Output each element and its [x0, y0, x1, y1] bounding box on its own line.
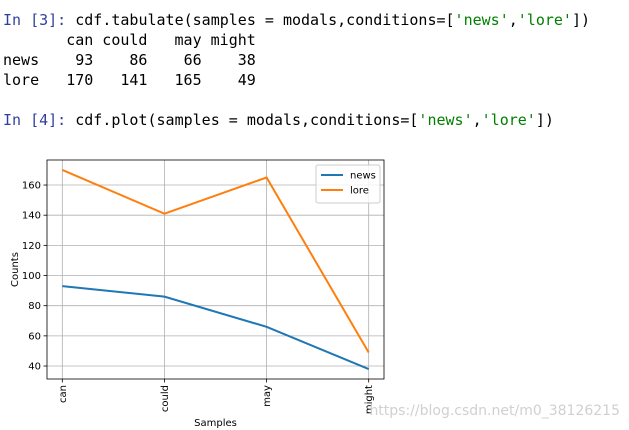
code: 'news' [418, 111, 473, 129]
cell: 170 [66, 71, 94, 89]
cell: 165 [174, 71, 202, 89]
y-tick-label: 60 [28, 331, 41, 342]
y-tick-label: 120 [22, 241, 41, 252]
code: cdf.plot(samples = modals,conditions=[ [75, 111, 419, 129]
prompt: In [3]: [3, 11, 67, 29]
column-header: can [66, 31, 94, 49]
code: , [508, 11, 518, 29]
cell: 66 [183, 51, 202, 69]
line: In [3]: cdf.tabulate(samples = modals,co… [3, 10, 590, 30]
series-line [62, 285, 370, 370]
code: , [472, 111, 482, 129]
column-header: might [210, 31, 256, 49]
x-axis-label: Samples [194, 418, 237, 429]
axes-frame [46, 159, 385, 380]
x-tick-label: could [160, 385, 171, 412]
y-tick-label: 160 [22, 181, 41, 192]
y-tick-label: 100 [22, 271, 41, 282]
notebook: In [3]: cdf.tabulate(samples = modals,co… [3, 10, 590, 130]
cell: 93 [75, 51, 94, 69]
line: can could may might [3, 30, 590, 50]
y-tick-label: 80 [28, 301, 41, 312]
cell: 86 [129, 51, 148, 69]
code: 'news' [454, 11, 509, 29]
cell: 49 [237, 71, 256, 89]
prompt: In [4]: [3, 111, 67, 129]
code: ]) [535, 111, 554, 129]
series-line [61, 169, 370, 353]
row-label: news [3, 51, 40, 69]
x-tick-label: might [364, 385, 375, 414]
code: cdf.tabulate(samples = modals,conditions… [75, 11, 455, 29]
line [3, 90, 590, 110]
chart: 40 60 80 100 120 140 160 can could may might Sample… [10, 159, 620, 429]
line: news 93 86 66 38 [3, 50, 590, 70]
legend-label: lore [350, 186, 369, 197]
column-header: may [174, 31, 202, 49]
code: 'lore' [517, 11, 572, 29]
x-tick-label: may [262, 385, 273, 407]
code: 'lore' [481, 111, 536, 129]
code: ]) [571, 11, 591, 29]
watermark: https://blog.csdn.net/m0_38126215 [369, 403, 620, 419]
line: lore 170 141 165 49 [3, 70, 590, 90]
x-tick-label: can [58, 385, 69, 403]
cell: 38 [237, 51, 256, 69]
line: In [4]: cdf.plot(samples = modals,condit… [3, 110, 590, 130]
y-tick-label: 140 [22, 211, 41, 222]
legend-label: news [350, 171, 376, 182]
column-header: could [102, 31, 148, 49]
cell: 141 [120, 71, 148, 89]
row-label: lore [3, 71, 40, 89]
y-axis-label: Counts [10, 252, 21, 287]
y-tick-label: 40 [28, 362, 41, 373]
